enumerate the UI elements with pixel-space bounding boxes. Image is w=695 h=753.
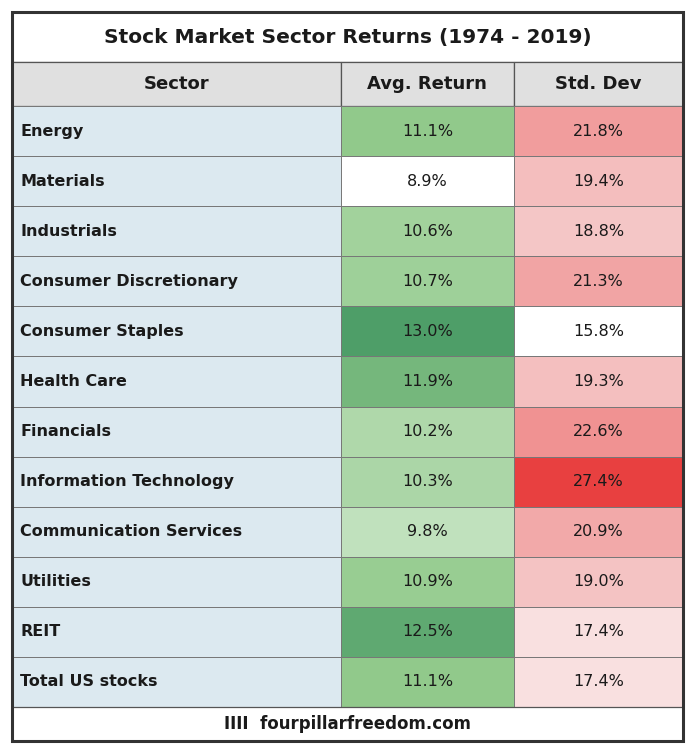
Text: Communication Services: Communication Services: [20, 524, 242, 539]
Text: 21.8%: 21.8%: [573, 123, 624, 139]
Bar: [514, 356, 683, 407]
Text: 10.9%: 10.9%: [402, 575, 452, 590]
Bar: [12, 456, 341, 507]
Bar: [12, 12, 683, 62]
Text: 18.8%: 18.8%: [573, 224, 624, 239]
Text: 11.1%: 11.1%: [402, 675, 453, 690]
Text: Information Technology: Information Technology: [20, 474, 234, 489]
Text: Stock Market Sector Returns (1974 - 2019): Stock Market Sector Returns (1974 - 2019…: [104, 28, 591, 47]
Text: Materials: Materials: [20, 174, 105, 188]
Text: 10.3%: 10.3%: [402, 474, 452, 489]
Bar: [12, 306, 341, 356]
Bar: [12, 106, 341, 156]
Text: 20.9%: 20.9%: [573, 524, 624, 539]
Bar: [514, 507, 683, 556]
Bar: [12, 556, 341, 607]
Bar: [514, 607, 683, 657]
Bar: [514, 407, 683, 456]
Text: 19.0%: 19.0%: [573, 575, 624, 590]
Bar: [341, 156, 514, 206]
Bar: [12, 62, 341, 106]
Bar: [341, 456, 514, 507]
Text: 10.2%: 10.2%: [402, 424, 452, 439]
Text: 12.5%: 12.5%: [402, 624, 452, 639]
Text: 13.0%: 13.0%: [402, 324, 452, 339]
Text: Energy: Energy: [20, 123, 83, 139]
Text: Health Care: Health Care: [20, 374, 127, 389]
Bar: [514, 156, 683, 206]
Text: 22.6%: 22.6%: [573, 424, 624, 439]
Text: 21.3%: 21.3%: [573, 274, 624, 289]
Text: 19.4%: 19.4%: [573, 174, 624, 188]
Text: 10.7%: 10.7%: [402, 274, 452, 289]
Text: Sector: Sector: [144, 75, 209, 93]
Bar: [341, 657, 514, 707]
Bar: [341, 206, 514, 256]
Text: 9.8%: 9.8%: [407, 524, 448, 539]
Bar: [12, 156, 341, 206]
Text: Consumer Discretionary: Consumer Discretionary: [20, 274, 238, 289]
Bar: [341, 256, 514, 306]
Bar: [12, 407, 341, 456]
Bar: [12, 356, 341, 407]
Bar: [341, 62, 514, 106]
Bar: [12, 657, 341, 707]
Text: 8.9%: 8.9%: [407, 174, 448, 188]
Bar: [12, 507, 341, 556]
Bar: [514, 306, 683, 356]
Bar: [341, 507, 514, 556]
Text: 17.4%: 17.4%: [573, 675, 624, 690]
Bar: [12, 607, 341, 657]
Bar: [514, 256, 683, 306]
Text: Utilities: Utilities: [20, 575, 91, 590]
Bar: [514, 657, 683, 707]
Bar: [12, 707, 683, 741]
Text: REIT: REIT: [20, 624, 60, 639]
Bar: [514, 206, 683, 256]
Text: 10.6%: 10.6%: [402, 224, 452, 239]
Bar: [12, 206, 341, 256]
Bar: [514, 106, 683, 156]
Text: Financials: Financials: [20, 424, 111, 439]
Bar: [514, 62, 683, 106]
Bar: [514, 456, 683, 507]
Bar: [12, 256, 341, 306]
Text: 15.8%: 15.8%: [573, 324, 624, 339]
Text: 19.3%: 19.3%: [573, 374, 624, 389]
Text: Consumer Staples: Consumer Staples: [20, 324, 183, 339]
Bar: [341, 607, 514, 657]
Bar: [341, 106, 514, 156]
Text: 17.4%: 17.4%: [573, 624, 624, 639]
Text: 27.4%: 27.4%: [573, 474, 624, 489]
Bar: [514, 556, 683, 607]
Bar: [341, 306, 514, 356]
Text: Std. Dev: Std. Dev: [555, 75, 641, 93]
Text: Avg. Return: Avg. Return: [368, 75, 487, 93]
Bar: [341, 356, 514, 407]
Text: Total US stocks: Total US stocks: [20, 675, 158, 690]
Text: 11.1%: 11.1%: [402, 123, 453, 139]
Bar: [341, 407, 514, 456]
Text: 11.9%: 11.9%: [402, 374, 453, 389]
Text: IIII  fourpillarfreedom.com: IIII fourpillarfreedom.com: [224, 715, 471, 733]
Text: Industrials: Industrials: [20, 224, 117, 239]
Bar: [341, 556, 514, 607]
